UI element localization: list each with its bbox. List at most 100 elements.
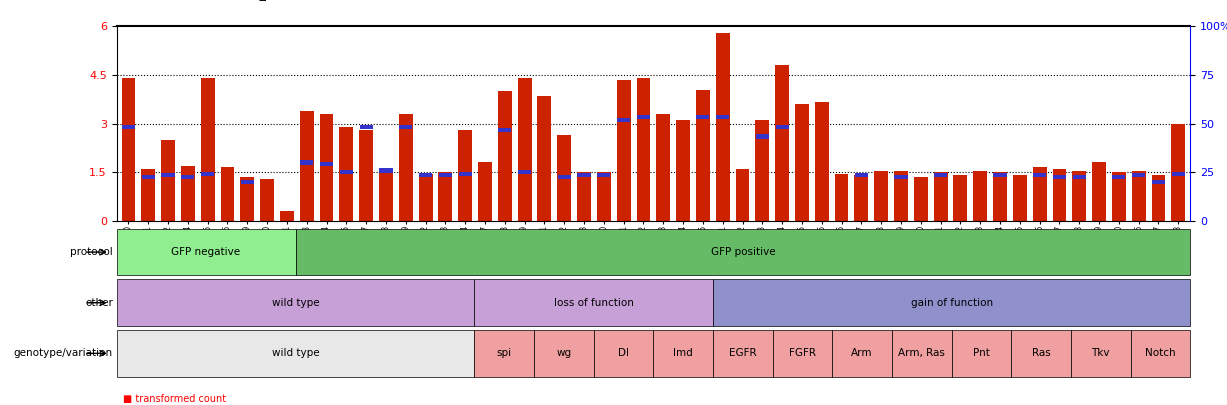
Bar [537, 96, 551, 221]
Text: Ras: Ras [1032, 348, 1050, 358]
Text: wild type: wild type [271, 298, 319, 308]
Bar [141, 175, 155, 179]
Bar [1011, 330, 1071, 377]
Bar [534, 330, 594, 377]
Bar [479, 162, 492, 221]
Bar [260, 179, 274, 221]
Bar [1053, 175, 1066, 179]
Text: other: other [85, 298, 113, 308]
Bar [1072, 175, 1086, 179]
Bar [1033, 167, 1047, 221]
Bar [379, 171, 393, 221]
Text: loss of function: loss of function [553, 298, 633, 308]
Text: GFP negative: GFP negative [172, 247, 240, 257]
Bar [399, 125, 412, 129]
Bar [934, 172, 947, 221]
Bar [1131, 171, 1146, 221]
Bar [832, 330, 892, 377]
Bar [280, 211, 293, 221]
Bar [161, 140, 175, 221]
Bar [656, 114, 670, 221]
Text: Notch: Notch [1145, 348, 1175, 358]
Bar [117, 279, 475, 326]
Bar [717, 115, 729, 119]
Bar [1014, 175, 1027, 221]
Bar [892, 330, 952, 377]
Bar [894, 175, 908, 179]
Bar [696, 115, 709, 119]
Bar [1112, 172, 1126, 221]
Bar [201, 78, 215, 221]
Bar [418, 173, 432, 177]
Bar [775, 65, 789, 221]
Bar [934, 173, 947, 177]
Text: Arm: Arm [852, 348, 872, 358]
Bar [418, 174, 432, 221]
Bar [676, 120, 690, 221]
Bar [756, 120, 769, 221]
Bar [1092, 162, 1106, 221]
Bar [475, 330, 534, 377]
Bar [340, 127, 353, 221]
Text: spi: spi [497, 348, 512, 358]
Bar [598, 173, 611, 177]
Bar [637, 115, 650, 119]
Text: genotype/variation: genotype/variation [13, 348, 113, 358]
Bar [1133, 173, 1145, 177]
Bar [1072, 171, 1086, 221]
Bar [498, 128, 512, 132]
Bar [296, 229, 1190, 275]
Bar [201, 172, 215, 176]
Bar [594, 330, 653, 377]
Bar [596, 172, 611, 221]
Text: Imd: Imd [674, 348, 693, 358]
Bar [320, 162, 333, 166]
Bar [1130, 330, 1190, 377]
Bar [141, 169, 155, 221]
Bar [439, 173, 452, 177]
Bar [875, 171, 888, 221]
Bar [1172, 172, 1185, 176]
Bar [475, 279, 713, 326]
Bar [319, 114, 334, 221]
Bar [914, 177, 928, 221]
Text: gain of function: gain of function [910, 298, 993, 308]
Bar [360, 125, 373, 129]
Bar [1113, 175, 1125, 179]
Bar [1152, 180, 1166, 184]
Bar [518, 170, 531, 174]
Bar [438, 172, 453, 221]
Bar [617, 80, 631, 221]
Bar [756, 134, 769, 139]
Bar [795, 104, 809, 221]
Bar [518, 78, 531, 221]
Bar [715, 33, 730, 221]
Bar [498, 91, 512, 221]
Bar [637, 78, 650, 221]
Bar [773, 330, 832, 377]
Text: FGFR: FGFR [789, 348, 816, 358]
Bar [557, 135, 572, 221]
Bar [713, 279, 1190, 326]
Text: Pnt: Pnt [973, 348, 990, 358]
Bar [1071, 330, 1130, 377]
Bar [240, 180, 254, 184]
Bar [713, 330, 773, 377]
Bar [952, 330, 1011, 377]
Bar [894, 171, 908, 221]
Bar [1172, 124, 1185, 221]
Bar [653, 330, 713, 377]
Bar [117, 330, 475, 377]
Bar [815, 102, 828, 221]
Bar [240, 177, 254, 221]
Bar [301, 160, 313, 164]
Bar [854, 175, 869, 221]
Bar [121, 78, 135, 221]
Bar [855, 173, 867, 177]
Bar [360, 130, 373, 221]
Text: wild type: wild type [271, 348, 319, 358]
Bar [340, 170, 353, 174]
Bar [994, 173, 1006, 177]
Bar [696, 90, 710, 221]
Bar [399, 114, 412, 221]
